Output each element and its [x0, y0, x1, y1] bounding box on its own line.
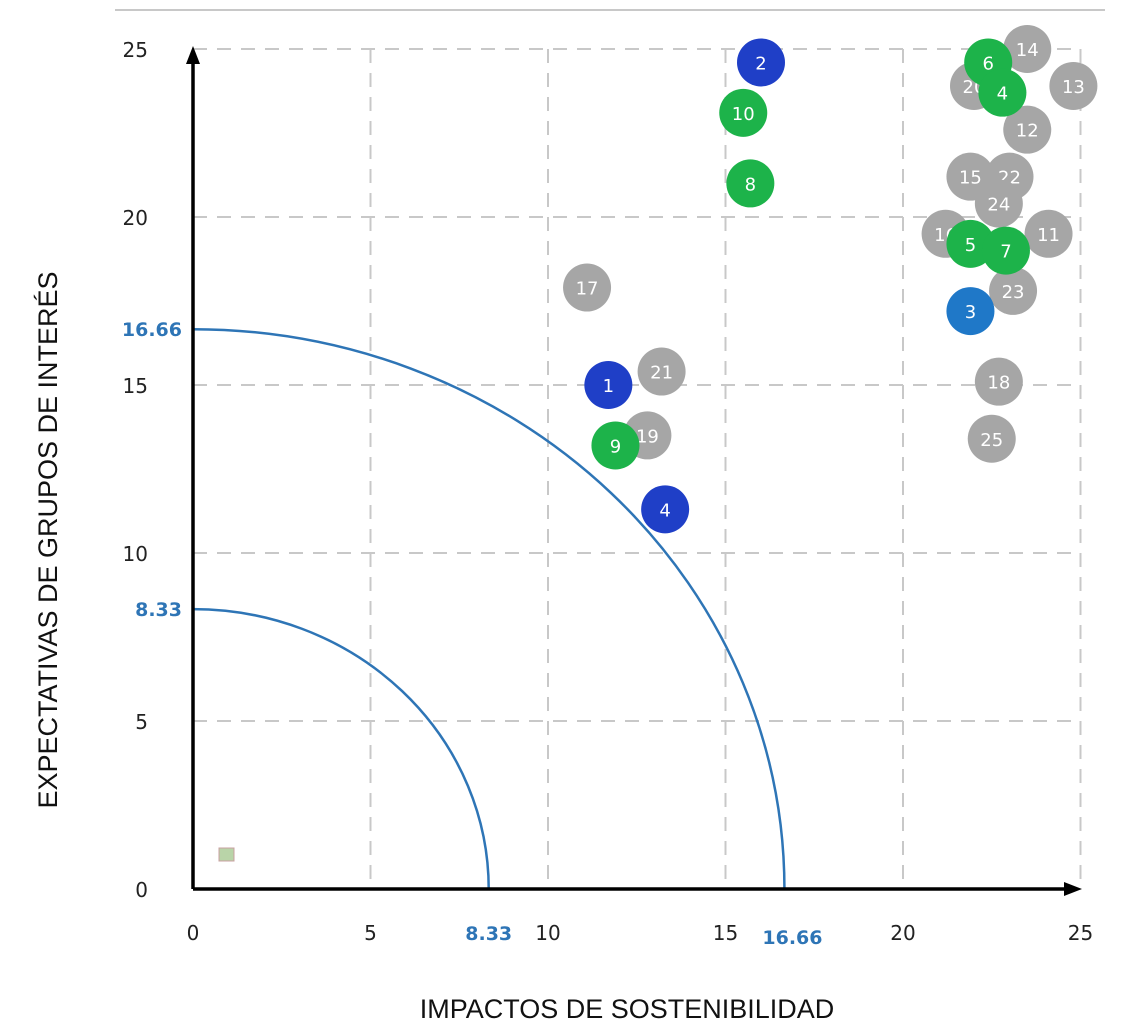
threshold-arc-8.33 — [193, 609, 489, 889]
data-point-7: 7 — [982, 227, 1030, 275]
data-point-4: 4 — [641, 485, 689, 533]
data-point-label: 5 — [965, 235, 976, 256]
y-threshold-label: 8.33 — [135, 599, 182, 621]
x-tick-label: 0 — [187, 921, 200, 945]
data-point-label: 7 — [1000, 242, 1011, 263]
y-tick-label: 20 — [123, 206, 148, 230]
data-point-label: 8 — [745, 174, 756, 195]
data-point-label: 14 — [1016, 40, 1039, 61]
data-point-21: 21 — [638, 348, 686, 396]
x-threshold-label: 16.66 — [762, 927, 822, 949]
x-tick-labels: 0 5 10 15 20 25 8.33 16.66 — [187, 921, 1094, 949]
data-point-label: 1 — [603, 376, 614, 397]
data-point-label: 15 — [959, 168, 982, 189]
y-tick-labels: 0 5 10 15 20 25 8.33 16.66 — [122, 38, 182, 902]
threshold-arcs — [193, 329, 784, 889]
data-point-2: 2 — [737, 38, 785, 86]
data-point-label: 4 — [659, 500, 670, 521]
data-point-4: 4 — [978, 69, 1026, 117]
threshold-arc-16.66 — [193, 329, 784, 889]
x-tick-label: 5 — [364, 921, 377, 945]
data-point-18: 18 — [975, 358, 1023, 406]
x-threshold-label: 8.33 — [465, 923, 512, 945]
y-threshold-label: 16.66 — [122, 319, 182, 341]
data-point-11: 11 — [1025, 210, 1073, 258]
data-point-label: 9 — [610, 436, 621, 457]
data-point-3: 3 — [946, 287, 994, 335]
data-point-label: 17 — [576, 279, 599, 300]
x-tick-label: 25 — [1068, 921, 1093, 945]
data-point-label: 13 — [1062, 77, 1085, 98]
data-point-24: 24 — [975, 180, 1023, 228]
data-point-label: 11 — [1037, 225, 1060, 246]
data-point-label: 23 — [1002, 282, 1025, 303]
small-marker — [219, 848, 234, 861]
data-point-label: 12 — [1016, 121, 1039, 142]
data-point-9: 9 — [591, 421, 639, 469]
data-point-label: 3 — [965, 302, 976, 323]
data-point-23: 23 — [989, 267, 1037, 315]
x-axis-title: IMPACTOS DE SOSTENIBILIDAD — [420, 994, 835, 1024]
y-tick-label: 0 — [135, 878, 148, 902]
data-point-label: 18 — [987, 373, 1010, 394]
data-point-label: 4 — [997, 84, 1008, 105]
x-tick-label: 10 — [535, 921, 560, 945]
x-axis-arrow — [1064, 882, 1082, 896]
y-axis-title: EXPECTATIVAS DE GRUPOS DE INTERÉS — [33, 271, 63, 808]
y-tick-label: 10 — [123, 542, 148, 566]
data-point-1: 1 — [584, 361, 632, 409]
y-tick-label: 5 — [135, 710, 148, 734]
data-point-17: 17 — [563, 264, 611, 312]
data-point-label: 10 — [732, 104, 755, 125]
data-point-label: 25 — [980, 430, 1003, 451]
data-point-25: 25 — [968, 415, 1016, 463]
y-tick-label: 15 — [123, 374, 148, 398]
y-tick-label: 25 — [123, 38, 148, 62]
data-point-10: 10 — [719, 89, 767, 137]
data-point-8: 8 — [726, 159, 774, 207]
data-point-label: 2 — [755, 53, 766, 74]
data-point-13: 13 — [1049, 62, 1097, 110]
data-point-label: 24 — [987, 195, 1010, 216]
x-tick-label: 15 — [713, 921, 738, 945]
x-tick-label: 20 — [890, 921, 915, 945]
data-point-label: 21 — [650, 363, 673, 384]
